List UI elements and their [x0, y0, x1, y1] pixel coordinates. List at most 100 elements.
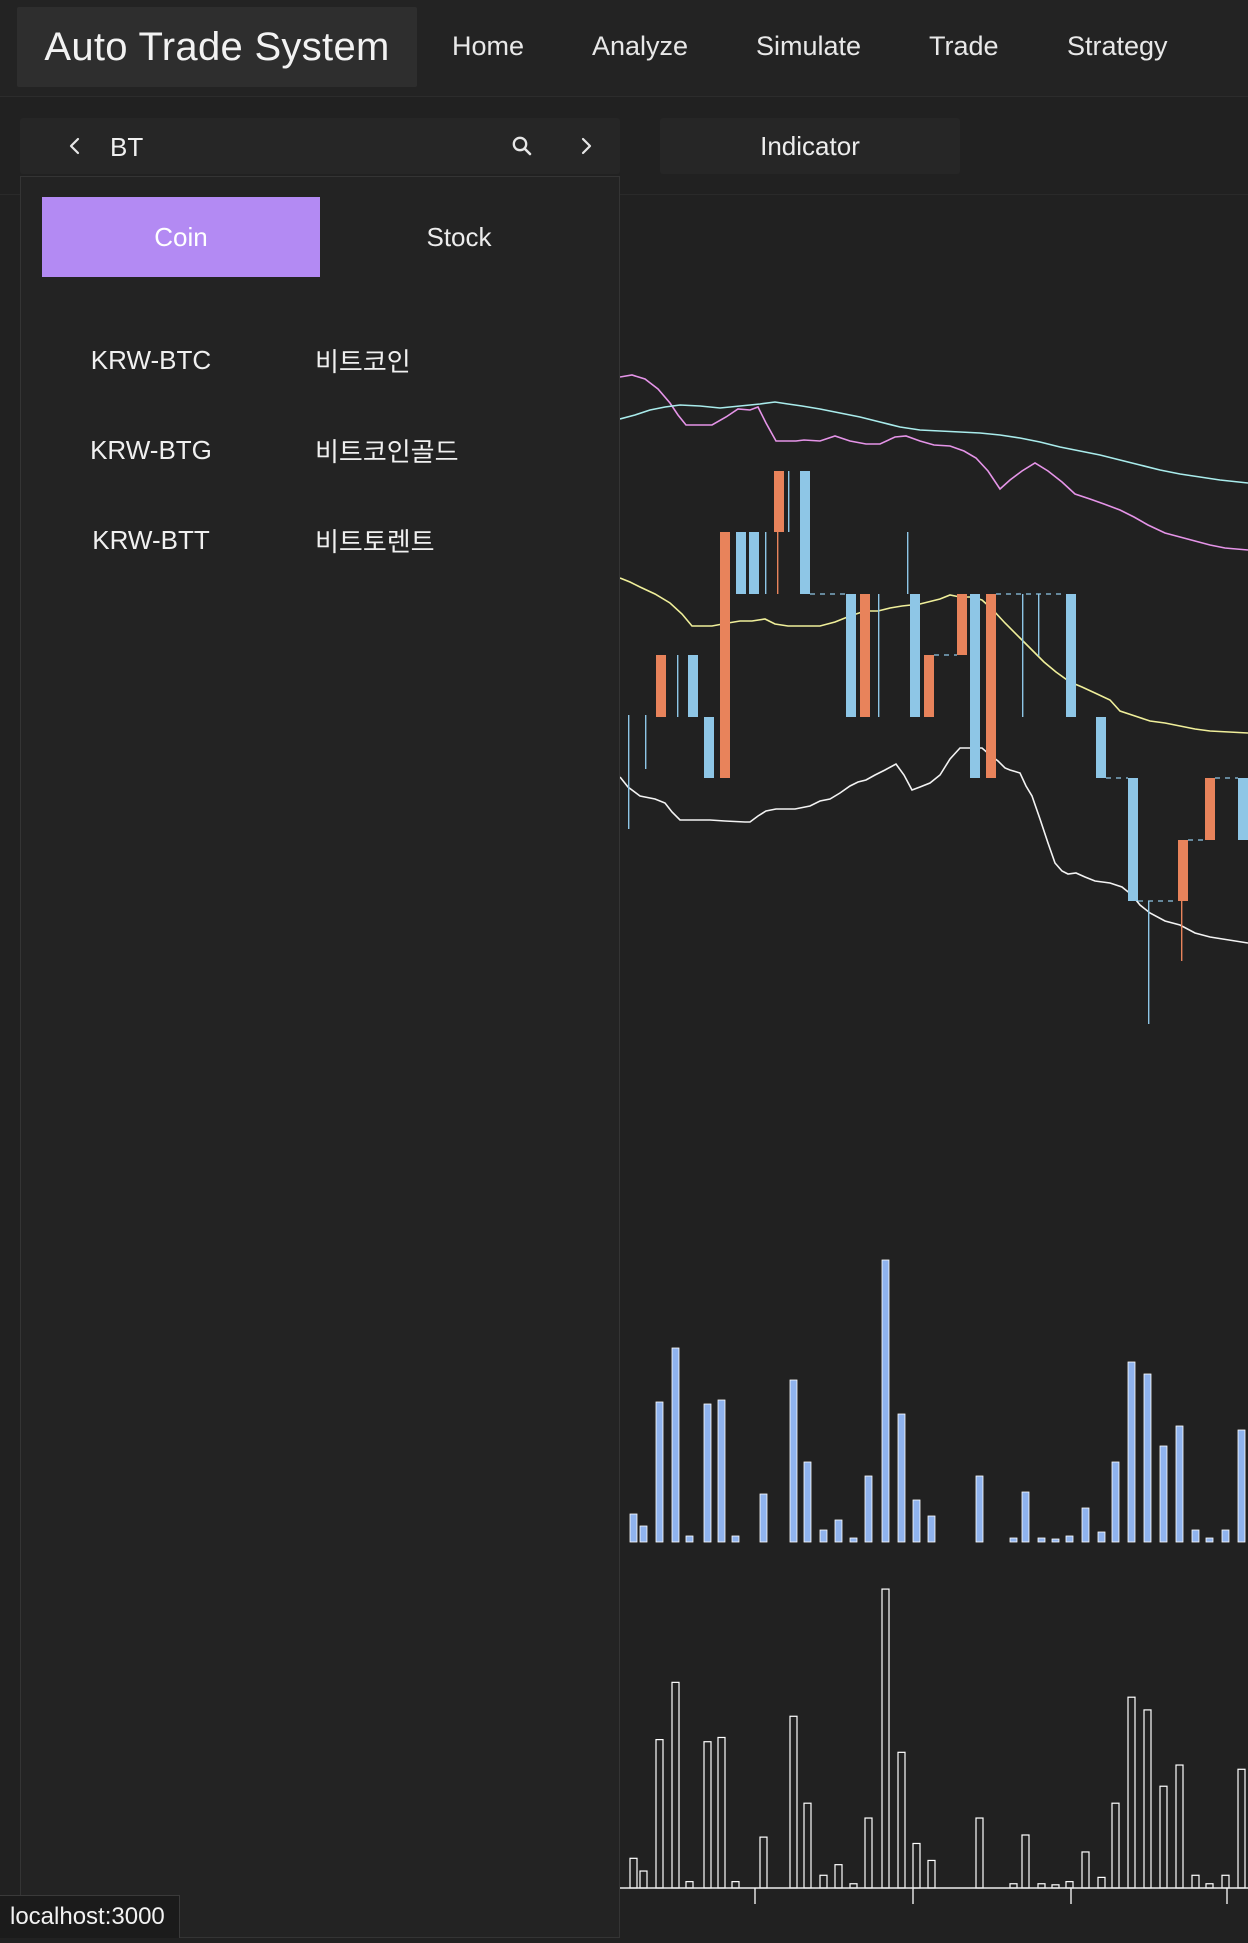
- pink-indicator-line: [619, 374, 1248, 551]
- volume-outline-bar: [655, 1738, 664, 1889]
- volume-outline-bar: [671, 1681, 680, 1889]
- volume-bar: [864, 1475, 873, 1543]
- volume-outline-bar: [912, 1842, 921, 1889]
- volume-outline-bar: [1127, 1696, 1136, 1889]
- volume-bar: [1009, 1537, 1018, 1543]
- volume-bar: [1081, 1507, 1090, 1543]
- search-icon[interactable]: [502, 126, 542, 166]
- volume-bar: [671, 1347, 680, 1543]
- nav-strategy[interactable]: Strategy: [1067, 30, 1168, 61]
- ticker-search-input[interactable]: [108, 126, 502, 168]
- price-chart[interactable]: [619, 195, 1248, 1938]
- volume-bar: [639, 1525, 648, 1543]
- volume-outline-bar: [1159, 1785, 1168, 1889]
- volume-outline-bar: [864, 1817, 873, 1889]
- volume-outline-bar: [717, 1736, 726, 1889]
- ticker-search-box: [20, 118, 620, 174]
- volume-outline-bar: [731, 1881, 740, 1889]
- volume-bar: [849, 1537, 858, 1543]
- volume-outline-bar: [834, 1864, 843, 1889]
- volume-outline-bar: [819, 1874, 828, 1889]
- volume-outline-bar: [1237, 1768, 1246, 1889]
- volume-bar: [1037, 1537, 1046, 1543]
- app-title[interactable]: Auto Trade System: [17, 7, 417, 87]
- volume-series-outline: [629, 1588, 1246, 1889]
- result-code: KRW-BTG: [90, 434, 212, 465]
- volume-bar: [897, 1413, 906, 1543]
- chart-toolbar: [0, 97, 1248, 195]
- volume-bar: [881, 1259, 890, 1543]
- volume-bar: [1021, 1491, 1030, 1543]
- volume-bar: [803, 1461, 812, 1543]
- volume-bar: [1159, 1445, 1168, 1543]
- volume-bar: [1191, 1529, 1200, 1543]
- volume-bar: [629, 1513, 638, 1543]
- volume-bar: [717, 1399, 726, 1543]
- chart-canvas: [619, 374, 1248, 1904]
- volume-outline-bar: [789, 1715, 798, 1889]
- volume-bar: [975, 1475, 984, 1543]
- indicator-button[interactable]: Indicator: [660, 118, 960, 174]
- volume-outline-bar: [639, 1870, 648, 1889]
- nav-trade[interactable]: Trade: [929, 30, 999, 61]
- nav-analyze[interactable]: Analyze: [592, 30, 689, 61]
- result-code: KRW-BTC: [90, 344, 212, 375]
- volume-bar: [1221, 1529, 1230, 1543]
- volume-outline-bar: [897, 1751, 906, 1889]
- candle-series: [628, 471, 1248, 1024]
- volume-outline-bar: [1143, 1709, 1152, 1889]
- volume-bar: [1111, 1461, 1120, 1543]
- volume-outline-bar: [1081, 1851, 1090, 1889]
- result-item[interactable]: KRW-BTC 비트코인: [21, 320, 619, 400]
- x-axis-ticks: [754, 1888, 1228, 1904]
- volume-outline-bar: [1065, 1881, 1074, 1889]
- status-bar-url: localhost:3000: [0, 1895, 180, 1938]
- volume-outline-bar: [803, 1802, 812, 1889]
- top-navbar: Auto Trade System Home Analyze Simulate …: [0, 0, 1248, 97]
- volume-bar: [1065, 1535, 1074, 1543]
- volume-outline-bar: [703, 1741, 712, 1889]
- nav-home[interactable]: Home: [452, 30, 525, 61]
- result-name: 비트토렌트: [315, 527, 435, 558]
- volume-bar: [1237, 1429, 1246, 1543]
- volume-bar: [1143, 1373, 1152, 1543]
- tab-stock[interactable]: Stock: [426, 221, 492, 252]
- volume-outline-bar: [629, 1857, 638, 1889]
- tab-coin[interactable]: Coin: [42, 197, 320, 277]
- volume-bar: [1097, 1531, 1106, 1543]
- cyan-indicator-line: [619, 401, 1248, 484]
- volume-bar: [655, 1401, 664, 1543]
- volume-bar: [912, 1499, 921, 1543]
- volume-bar: [731, 1535, 740, 1543]
- volume-outline-bar: [759, 1836, 768, 1889]
- volume-bar: [834, 1519, 843, 1543]
- volume-outline-bar: [1175, 1764, 1184, 1889]
- result-code: KRW-BTT: [92, 524, 210, 555]
- volume-bar: [685, 1535, 694, 1543]
- volume-outline-bar: [975, 1817, 984, 1889]
- result-item[interactable]: KRW-BTG 비트코인골드: [21, 410, 619, 490]
- chevron-left-icon[interactable]: [47, 118, 103, 174]
- volume-bar: [703, 1403, 712, 1543]
- volume-bar: [789, 1379, 798, 1543]
- volume-outline-bar: [1097, 1876, 1106, 1889]
- search-results-dropdown: Coin Stock KRW-BTC 비트코인 KRW-BTG 비트코인골드 K…: [20, 176, 620, 1938]
- volume-outline-bar: [927, 1859, 936, 1889]
- volume-bar: [759, 1493, 768, 1543]
- volume-outline-bar: [1191, 1874, 1200, 1889]
- volume-bar: [819, 1529, 828, 1543]
- volume-bar: [927, 1515, 936, 1543]
- result-name: 비트코인골드: [315, 437, 459, 468]
- nav-simulate[interactable]: Simulate: [756, 30, 862, 61]
- result-item[interactable]: KRW-BTT 비트토렌트: [21, 500, 619, 580]
- result-name: 비트코인: [315, 347, 411, 378]
- volume-outline-bar: [1221, 1874, 1230, 1889]
- volume-bar: [1205, 1537, 1214, 1543]
- volume-outline-bar: [881, 1588, 890, 1889]
- volume-outline-bar: [1111, 1802, 1120, 1889]
- chevron-right-icon[interactable]: [558, 118, 614, 174]
- volume-series-filled: [629, 1259, 1246, 1543]
- white-indicator-line: [619, 747, 1248, 944]
- volume-outline-bar: [1021, 1834, 1030, 1889]
- volume-bar: [1175, 1425, 1184, 1543]
